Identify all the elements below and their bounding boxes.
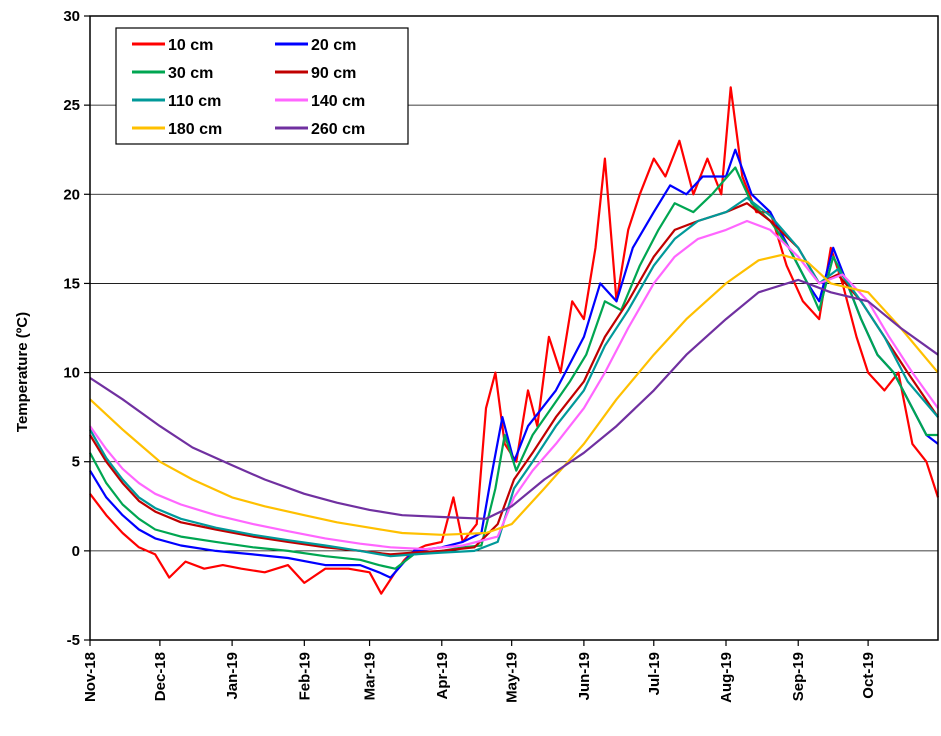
x-tick-label: Mar-19 bbox=[362, 652, 379, 700]
legend-entry-label: 30 cm bbox=[168, 65, 213, 82]
series-line-10-cm bbox=[89, 86, 940, 595]
x-tick-label: Aug-19 bbox=[718, 652, 735, 703]
series-line-140-cm bbox=[89, 219, 939, 551]
y-tick-label: 0 bbox=[72, 543, 80, 560]
x-tick-label: Jun-19 bbox=[576, 652, 593, 700]
legend-entry-label: 20 cm bbox=[311, 37, 356, 54]
x-tick-label: Jan-19 bbox=[224, 652, 241, 700]
y-tick-label: -5 bbox=[67, 632, 80, 649]
series-line-180-cm bbox=[89, 253, 939, 536]
y-tick-label: 5 bbox=[72, 454, 80, 471]
y-tick-label: 15 bbox=[63, 275, 80, 292]
x-axis-ticks: Nov-18 Dec-18 Jan-19 Feb-19 Mar-19 Apr-19 May-… bbox=[82, 640, 877, 703]
x-tick-label: Nov-18 bbox=[82, 652, 99, 702]
y-axis-ticks: -5 0 5 10 15 20 25 30 bbox=[63, 8, 90, 649]
legend-entry-label: 180 cm bbox=[168, 121, 222, 138]
series-line-90-cm bbox=[89, 202, 939, 556]
x-tick-label: Apr-19 bbox=[434, 652, 451, 700]
legend-entry-label: 260 cm bbox=[311, 121, 365, 138]
y-axis-title: Temperature (ºC) bbox=[14, 312, 31, 432]
legend-entry-label: 110 cm bbox=[168, 93, 221, 110]
series-line-20-cm bbox=[89, 148, 939, 579]
legend-box bbox=[115, 27, 409, 145]
x-tick-label: Sep-19 bbox=[790, 652, 807, 701]
x-tick-label: Dec-18 bbox=[152, 652, 169, 701]
x-tick-label: Oct-19 bbox=[860, 652, 877, 699]
y-tick-label: 25 bbox=[63, 97, 80, 114]
x-tick-label: May-19 bbox=[504, 652, 521, 703]
legend-entry-label: 140 cm bbox=[311, 93, 365, 110]
legend-entry-label: 10 cm bbox=[168, 37, 213, 54]
series-lines bbox=[89, 86, 940, 595]
series-line-260-cm bbox=[89, 278, 939, 520]
y-tick-label: 10 bbox=[63, 365, 80, 382]
plot-area-frame bbox=[89, 15, 939, 641]
gridlines bbox=[90, 104, 938, 552]
legend-entry-label: 90 cm bbox=[311, 65, 356, 82]
legend: 10 cm 20 cm 30 cm 90 cm 110 cm 140 cm 180 cm 26… bbox=[115, 27, 409, 145]
y-tick-label: 30 bbox=[63, 8, 80, 25]
x-tick-label: Jul-19 bbox=[646, 652, 663, 695]
series-line-30-cm bbox=[89, 166, 938, 570]
series-line-110-cm bbox=[89, 196, 939, 558]
y-tick-label: 20 bbox=[63, 186, 80, 203]
x-tick-label: Feb-19 bbox=[296, 652, 313, 700]
